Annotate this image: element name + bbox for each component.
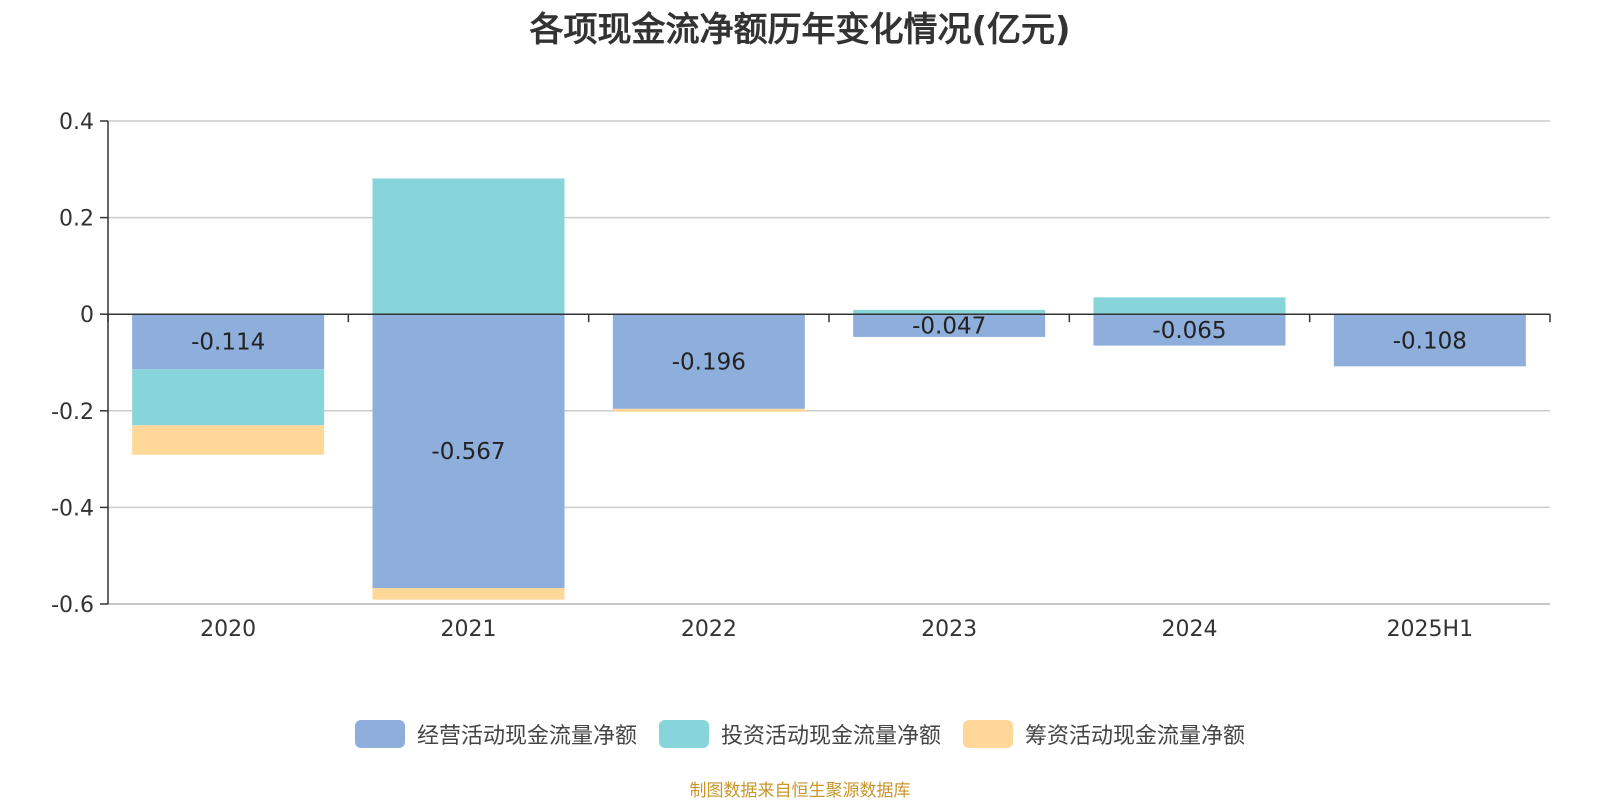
bar-2020-series-0 [132,314,325,370]
legend-swatch-operating [354,720,405,748]
x-tick-label-2020: 2020 [200,617,256,642]
data-label-2023: -0.047 [912,314,986,340]
bar-2021-series-1 [372,178,565,315]
x-tick-label-2024: 2024 [1162,617,1218,642]
bar-2021-series-0 [372,314,565,589]
source-note: 制图数据来自恒生聚源数据库 [689,781,911,801]
x-tick-label-2021: 2021 [441,617,497,642]
data-label-2024: -0.065 [1152,318,1226,344]
y-tick-label: -0.2 [51,400,94,425]
y-tick-label: 0.2 [59,207,94,232]
data-label-2020: -0.114 [191,330,265,356]
bar-2020-series-1 [132,369,325,426]
axes [100,120,1551,605]
x-tick-label-2023: 2023 [921,617,977,642]
bar-2024-series-0 [1093,314,1286,346]
bar-2021-series-2 [372,588,565,600]
legend-swatch-financing [963,720,1013,748]
y-tick-label: 0 [80,303,94,328]
bar-2024-series-1 [1093,297,1286,315]
bar-2020-series-2 [132,425,325,455]
bars [132,178,1526,600]
y-tick-label: 0.4 [59,110,94,135]
x-tick-labels: 2020 2021 2022 2023 2024 2025H1 [200,617,1473,642]
bar-chart: 0.4 0.2 0 -0.2 -0.4 -0.6 2020 2021 2022 2023 2024… [51,110,1551,642]
legend-item-financing[interactable]: 筹资活动现金流量净额 [963,718,1245,750]
chart-title: 各项现金流净额历年变化情况(亿元) [529,10,1071,50]
x-tick-label-2025H1: 2025H1 [1387,617,1474,642]
data-labels: -0.114 -0.567 -0.196 -0.047 -0.065 -0.108 [191,314,1467,466]
data-label-2025H1: -0.108 [1393,328,1467,354]
legend-item-operating[interactable]: 经营活动现金流量净额 [354,718,637,750]
bar-2023-series-1 [853,309,1046,315]
bar-2023-series-0 [853,314,1046,337]
y-tick-label: -0.6 [51,593,94,618]
bar-2022-series-2 [612,408,805,412]
data-label-2022: -0.196 [672,350,746,376]
y-tick-labels: 0.4 0.2 0 -0.2 -0.4 -0.6 [51,110,94,618]
bar-2025H1-series-0 [1333,314,1526,367]
data-label-2021: -0.567 [431,439,505,465]
grid-lines [108,120,1550,605]
bar-2022-series-0 [612,314,805,409]
legend-label-operating: 经营活动现金流量净额 [416,724,637,749]
legend-swatch-investing [658,720,709,748]
legend-label-investing: 投资活动现金流量净额 [720,724,941,749]
legend-label-financing: 筹资活动现金流量净额 [1025,724,1246,749]
y-tick-label: -0.4 [51,496,94,521]
legend: 经营活动现金流量净额 投资活动现金流量净额 筹资活动现金流量净额 [0,718,1600,750]
x-tick-label-2022: 2022 [681,617,737,642]
legend-item-investing[interactable]: 投资活动现金流量净额 [658,718,941,750]
